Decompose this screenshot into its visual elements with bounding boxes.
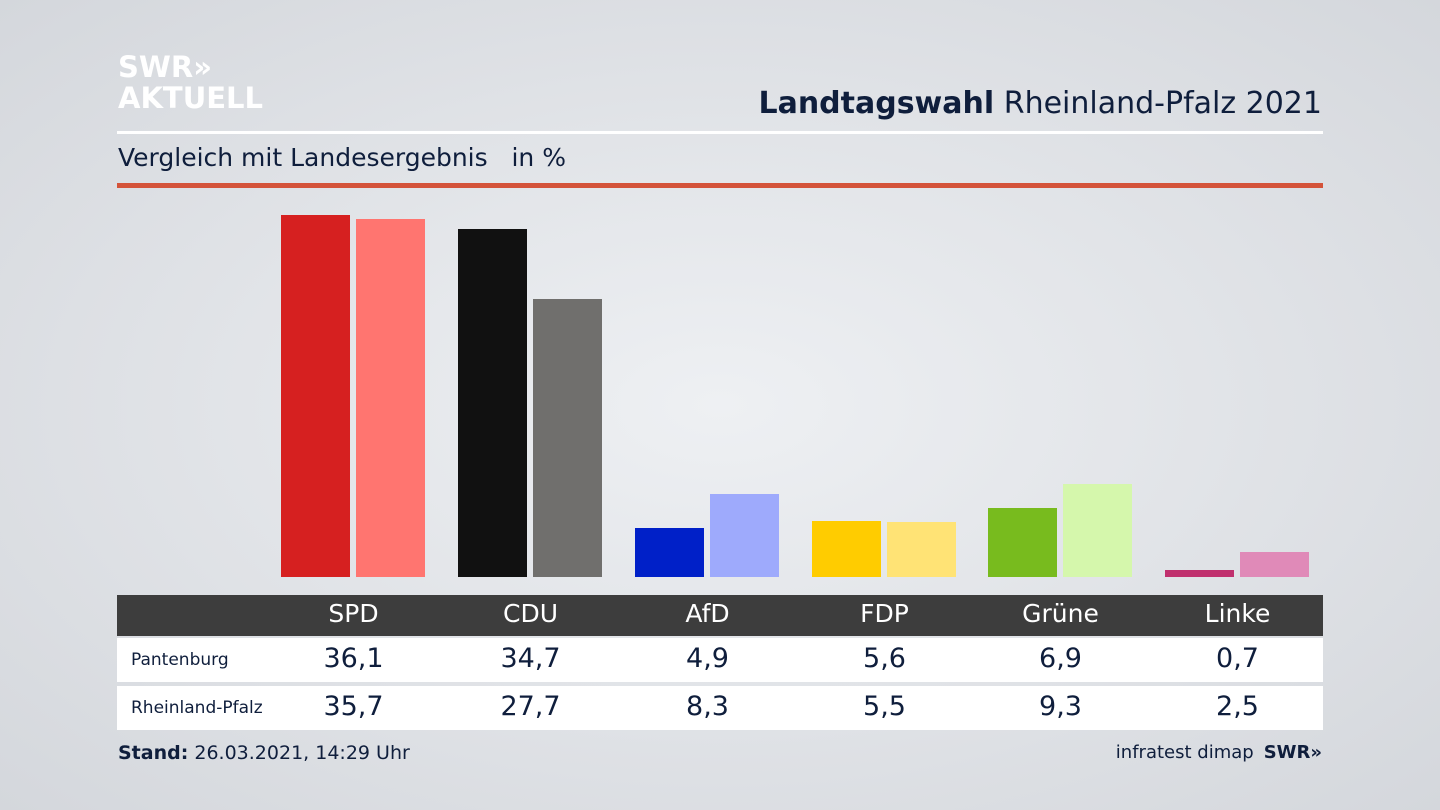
bar-grüne-wahlkreis <box>988 507 1057 577</box>
table-cell: 5,5 <box>863 691 906 722</box>
column-header: FDP <box>860 599 909 628</box>
column-header: Grüne <box>1022 599 1099 628</box>
title-bold: Landtagswahl <box>758 86 995 121</box>
bar-spd-land <box>356 219 425 577</box>
bar-spd-wahlkreis <box>281 215 350 577</box>
bar-afd-wahlkreis <box>635 527 704 577</box>
table-cell: 8,3 <box>686 691 729 722</box>
table-row: Pantenburg 36,1 34,7 4,9 5,6 6,9 0,7 <box>117 638 1323 682</box>
column-header: Linke <box>1204 599 1271 628</box>
table-cell: 34,7 <box>500 643 561 674</box>
table-cell: 2,5 <box>1216 691 1259 722</box>
bar-fdp-land <box>887 521 956 577</box>
subtitle-text: Vergleich mit Landesergebnis <box>118 143 488 172</box>
table-cell: 36,1 <box>323 643 384 674</box>
row-label: Rheinland-Pfalz <box>131 698 263 718</box>
table-cell: 6,9 <box>1039 643 1082 674</box>
column-header: AfD <box>685 599 730 628</box>
divider <box>117 131 1323 134</box>
source-text: infratest dimap <box>1115 742 1254 763</box>
column-header: CDU <box>502 599 558 628</box>
bar-fdp-wahlkreis <box>812 520 881 577</box>
title-rest: Rheinland-Pfalz 2021 <box>1003 86 1322 121</box>
stand-label: Stand: <box>118 742 189 764</box>
table-cell: 5,6 <box>863 643 906 674</box>
table-cell: 35,7 <box>323 691 384 722</box>
accent-line <box>117 183 1323 188</box>
table-cell: 0,7 <box>1216 643 1259 674</box>
bar-grüne-land <box>1063 483 1132 577</box>
bar-linke-wahlkreis <box>1165 569 1234 577</box>
stand-value: 26.03.2021, 14:29 Uhr <box>194 742 410 764</box>
source: infratest dimap SWR» <box>1116 742 1322 763</box>
logo-line1: SWR» <box>118 50 212 84</box>
bar-cdu-land <box>533 299 602 577</box>
swr-brand: SWR» <box>1263 742 1322 763</box>
table-cell: 27,7 <box>500 691 561 722</box>
bar-cdu-wahlkreis <box>458 229 527 577</box>
bar-linke-land <box>1240 551 1309 577</box>
chart-title: Landtagswahl Rheinland-Pfalz 2021 <box>758 86 1322 121</box>
timestamp: Stand: 26.03.2021, 14:29 Uhr <box>118 742 410 764</box>
table-row: Rheinland-Pfalz 35,7 27,7 8,3 5,5 9,3 2,5 <box>117 686 1323 730</box>
bar-afd-land <box>710 493 779 577</box>
column-header: SPD <box>328 599 379 628</box>
logo-line2: AKTUELL <box>118 81 264 115</box>
unit: in % <box>511 143 566 172</box>
table-cell: 9,3 <box>1039 691 1082 722</box>
table-header: SPD CDU AfD FDP Grüne Linke <box>117 595 1323 636</box>
row-label: Pantenburg <box>131 650 229 670</box>
subtitle: Vergleich mit Landesergebnis in % <box>118 143 566 172</box>
swr-aktuell-logo: SWR» AKTUELL <box>118 52 263 114</box>
table-cell: 4,9 <box>686 643 729 674</box>
